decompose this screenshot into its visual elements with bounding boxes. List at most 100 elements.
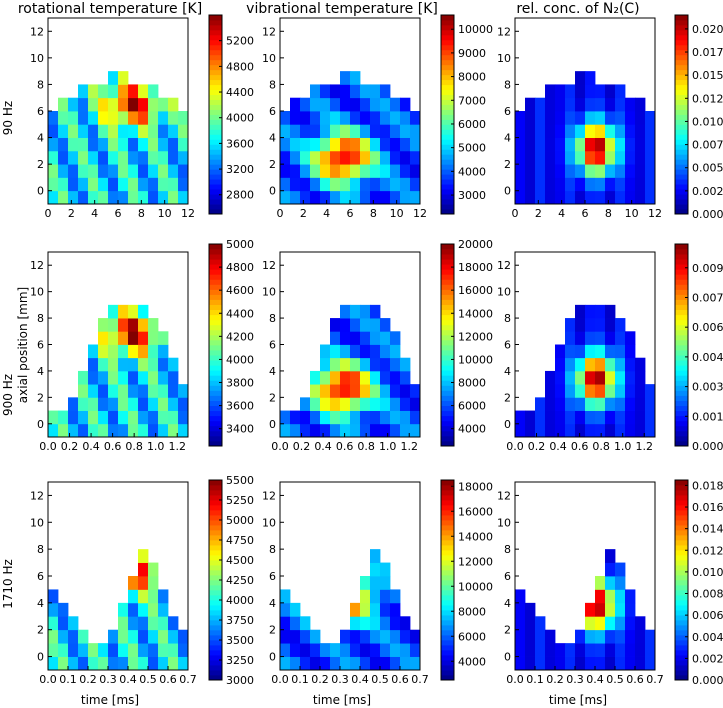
y-tick-label: 6 [269,570,276,583]
heatmap-cell [565,318,576,332]
heatmap-cell [280,124,291,138]
heatmap-cell [320,190,331,205]
heatmap-cell [585,84,596,99]
heatmap-cell [585,602,596,617]
colorbar-tick-label: 12000 [458,330,493,343]
y-tick-label: 8 [504,78,511,91]
heatmap-cell [178,643,189,657]
heatmap-cell [310,111,321,125]
colorbar-segment [441,405,454,412]
colorbar-tick-label: 0.0000 [692,440,723,453]
heatmap-cell [575,111,586,125]
x-tick-label: 4 [91,207,98,220]
heatmap-cell [128,643,139,657]
heatmap-cell [535,164,546,178]
heatmap-cell [98,331,109,345]
x-tick-label: 0.0 [506,440,524,453]
colorbar-segment [675,159,688,165]
colorbar-segment [209,319,222,326]
heatmap-cell [625,423,636,438]
colorbar-segment [441,410,454,417]
colorbar-segment [209,635,222,641]
heatmap-cell [545,97,556,112]
heatmap-cell [595,177,606,192]
heatmap-cell [340,410,351,425]
colorbar-segment [209,420,222,427]
heatmap-cell [128,164,139,178]
colorbar-tick-label: 0.006 [692,609,723,622]
colorbar-segment [441,395,454,401]
heatmap-cell [380,357,391,372]
heatmap-cell [635,137,646,152]
y-tick-label: 0 [269,651,276,664]
colorbar-segment [441,345,454,351]
heatmap-cell [78,397,89,411]
heatmap-cell [58,150,69,165]
colorbar-segment [441,550,454,556]
y-tick-label: 12 [30,259,44,272]
heatmap-cell [78,177,89,192]
heatmap-cell [390,344,401,359]
heatmap-cell [98,344,109,359]
colorbar-segment [441,94,454,100]
heatmap-cell [158,111,169,125]
colorbar-segment [209,555,222,561]
x-tick-label: 0.2 [293,440,311,453]
colorbar-segment [209,294,222,300]
heatmap-cell [320,137,331,152]
y-tick-label: 0 [504,418,511,431]
heatmap-cell [108,357,119,372]
heatmap-cell [615,423,626,438]
y-tick-label: 6 [269,105,276,118]
heatmap-cell [370,643,381,657]
colorbar-segment [441,420,454,427]
colorbar-segment [675,69,688,76]
heatmap-cell [555,384,566,398]
heatmap-cell [645,177,656,192]
colorbar-segment [209,139,222,145]
heatmap-cell [158,602,169,617]
heatmap-cell [138,589,149,604]
heatmap-cell [555,97,566,112]
colorbar-tick-label: 3500 [226,634,254,647]
heatmap-cell [178,111,189,125]
heatmap-cell [78,629,89,644]
colorbar-segment [209,24,222,31]
heatmap-cell [585,71,596,85]
y-tick-label: 12 [30,25,44,38]
y-tick-label: 6 [37,570,44,583]
colorbar-segment [209,530,222,536]
colorbar-segment [441,329,454,336]
heatmap-cell [645,137,656,152]
heatmap-cell [88,137,99,152]
colorbar-segment [675,655,688,661]
heatmap-cell [168,111,179,125]
heatmap-cell [148,124,159,138]
heatmap-cell [615,124,626,138]
heatmap-cell [108,71,119,85]
heatmap-cell [280,111,291,125]
colorbar-segment [441,535,454,541]
heatmap-cell [645,410,656,425]
heatmap-cell [625,344,636,359]
heatmap-cell [545,111,556,125]
colorbar-tick-label: 0.002 [692,652,723,665]
colorbar-segment [675,595,688,601]
colorbar-segment [675,405,688,412]
heatmap-cell [128,370,139,385]
colorbar-segment [209,375,222,381]
y-tick-label: 10 [30,286,44,299]
x-tick-label: 1.0 [614,440,632,453]
colorbar-tick-label: 0.008 [692,588,723,601]
y-tick-label: 2 [504,624,511,637]
heatmap-cell [128,190,139,205]
colorbar-segment [441,630,454,636]
heatmap-cell [118,370,129,385]
heatmap-cell [380,164,391,178]
heatmap-cell [178,137,189,152]
y-tick-label: 6 [504,570,511,583]
heatmap-cell [595,137,606,152]
heatmap-cell [340,190,351,205]
